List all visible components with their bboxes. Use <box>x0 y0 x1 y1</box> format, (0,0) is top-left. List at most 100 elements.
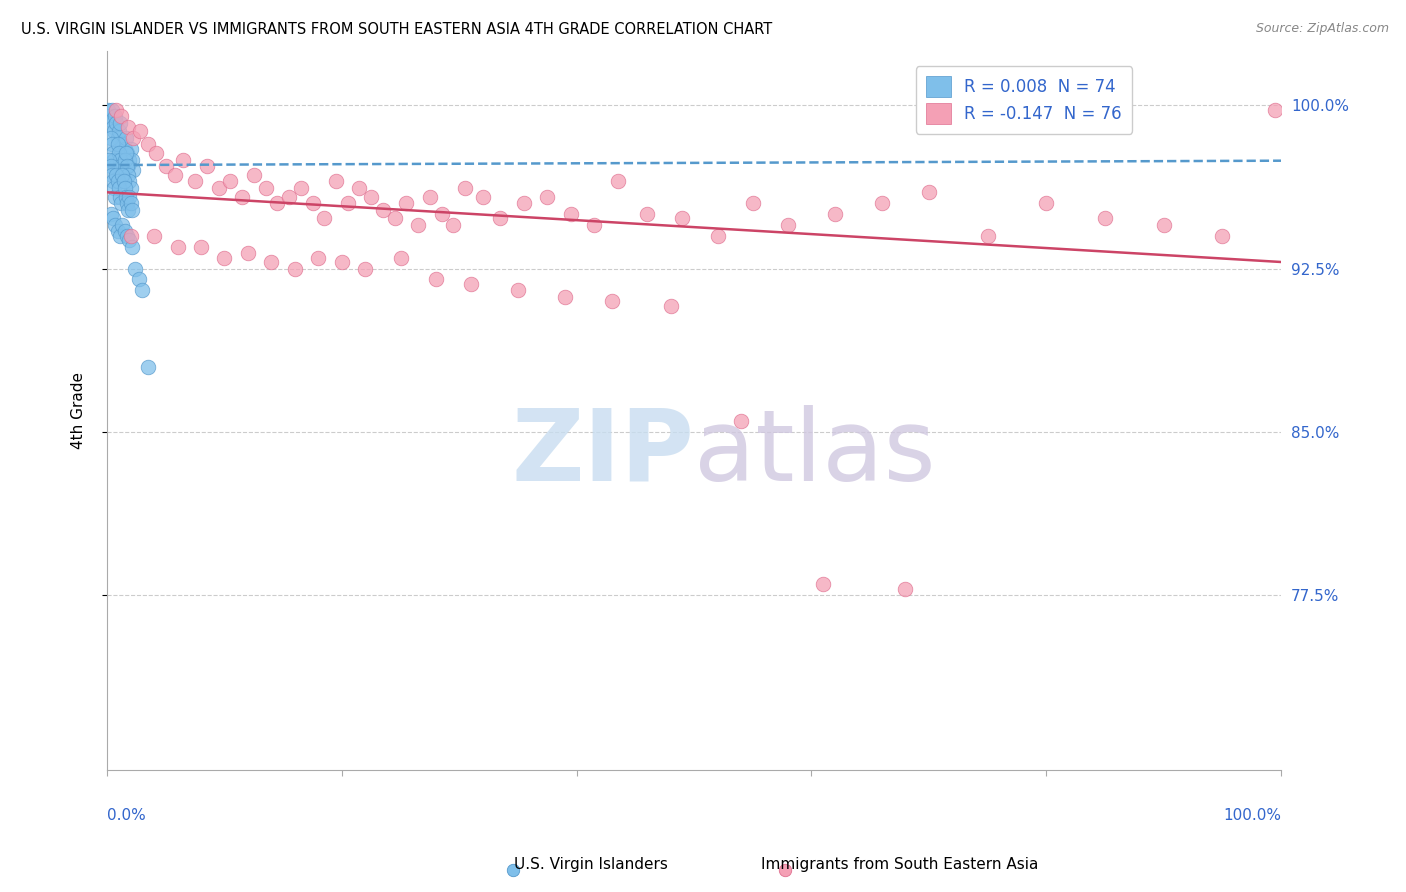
Text: atlas: atlas <box>695 405 936 502</box>
Point <box>870 196 893 211</box>
Point <box>108 124 131 138</box>
Point <box>101 211 124 226</box>
Point <box>243 168 266 182</box>
Point <box>112 174 135 188</box>
Point <box>360 189 382 203</box>
Point <box>336 196 359 211</box>
Point <box>118 174 141 188</box>
Point <box>136 137 159 152</box>
Point <box>430 207 453 221</box>
Point <box>824 207 846 221</box>
Point <box>110 196 132 211</box>
Point <box>129 124 152 138</box>
Point <box>105 115 128 129</box>
Point <box>354 261 377 276</box>
Point <box>122 163 145 178</box>
Point <box>111 137 134 152</box>
Point <box>195 159 218 173</box>
Text: Immigrants from South Eastern Asia: Immigrants from South Eastern Asia <box>761 857 1039 872</box>
Point <box>100 137 122 152</box>
Point <box>395 196 418 211</box>
Point <box>389 251 412 265</box>
Point <box>120 142 142 156</box>
Point <box>115 159 138 173</box>
Point <box>100 103 122 117</box>
Point <box>184 174 207 188</box>
Text: Source: ZipAtlas.com: Source: ZipAtlas.com <box>1256 22 1389 36</box>
Point <box>110 109 132 123</box>
Point <box>384 211 406 226</box>
Point <box>976 228 998 243</box>
Point <box>100 113 122 128</box>
Point <box>894 582 917 596</box>
Y-axis label: 4th Grade: 4th Grade <box>72 372 86 449</box>
Point <box>120 196 142 211</box>
Point <box>314 211 336 226</box>
Point <box>419 189 441 203</box>
Point <box>101 174 124 188</box>
Point <box>254 181 277 195</box>
Point <box>1153 218 1175 232</box>
Point <box>98 153 121 167</box>
Point <box>741 196 763 211</box>
Point <box>1035 196 1057 211</box>
Point <box>349 181 371 195</box>
Point <box>108 228 131 243</box>
Point <box>918 186 941 200</box>
Point <box>115 196 138 211</box>
Point <box>117 120 139 134</box>
Point <box>108 189 131 203</box>
Point <box>136 359 159 374</box>
Point <box>143 228 166 243</box>
Point <box>104 189 127 203</box>
Point <box>108 181 131 195</box>
Point <box>117 168 139 182</box>
Point <box>371 202 394 217</box>
Point <box>513 196 536 211</box>
Point <box>108 146 131 161</box>
Point <box>100 168 122 182</box>
Legend: R = 0.008  N = 74, R = -0.147  N = 76: R = 0.008 N = 74, R = -0.147 N = 76 <box>915 66 1132 134</box>
Point <box>776 218 799 232</box>
Point <box>121 240 143 254</box>
Point <box>105 103 128 117</box>
Point <box>104 109 127 123</box>
Point <box>115 189 138 203</box>
Point <box>111 168 134 182</box>
Point <box>114 153 136 167</box>
Point <box>107 225 129 239</box>
Point <box>425 272 447 286</box>
Point <box>115 146 138 161</box>
Point <box>172 153 194 167</box>
Point <box>101 120 124 134</box>
Point <box>117 202 139 217</box>
Point <box>115 228 138 243</box>
Point <box>236 246 259 260</box>
Point <box>231 189 253 203</box>
Point <box>118 153 141 167</box>
Point <box>207 181 229 195</box>
Point <box>502 863 524 878</box>
Point <box>114 181 136 195</box>
Point <box>100 131 122 145</box>
Point <box>266 196 288 211</box>
Point <box>145 146 167 161</box>
Point <box>115 131 138 145</box>
Point <box>107 131 129 145</box>
Point <box>454 181 477 195</box>
Point <box>301 196 323 211</box>
Point <box>536 189 558 203</box>
Point <box>110 159 132 173</box>
Point <box>120 228 142 243</box>
Point <box>104 218 127 232</box>
Point <box>606 174 628 188</box>
Point <box>166 240 188 254</box>
Point <box>100 159 122 173</box>
Point <box>330 255 353 269</box>
Point <box>112 174 135 188</box>
Point <box>128 272 150 286</box>
Point <box>290 181 312 195</box>
Point <box>165 168 187 182</box>
Point <box>1211 228 1233 243</box>
Point <box>122 131 145 145</box>
